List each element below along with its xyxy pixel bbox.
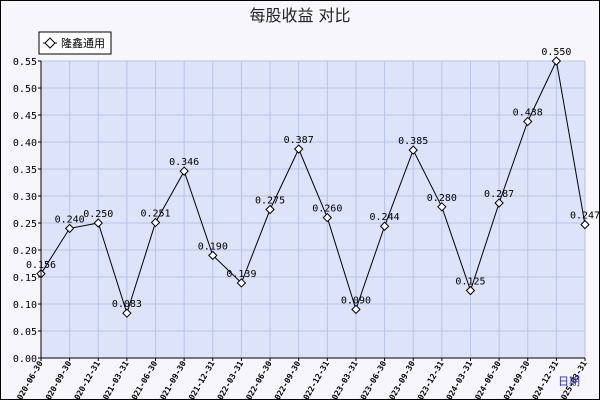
- x-tick-label: 2021-06-30: [127, 359, 159, 399]
- data-label: 0.240: [55, 214, 85, 225]
- series-line: [40, 59, 586, 315]
- y-tick-label: 0.30: [13, 192, 37, 203]
- data-point-marker: [93, 218, 103, 228]
- x-tick-label: 2023-09-30: [385, 359, 417, 399]
- data-point-marker: [236, 278, 247, 288]
- data-point-marker: [379, 221, 390, 231]
- y-tick-label: 0.10: [13, 300, 37, 311]
- y-tick-label: 0.55: [13, 57, 37, 68]
- x-tick-label: 2023-06-30: [356, 359, 388, 399]
- data-label: 0.550: [541, 47, 571, 58]
- data-label: 0.385: [398, 136, 428, 147]
- data-point-marker: [322, 212, 333, 223]
- data-label: 0.387: [284, 135, 314, 146]
- x-tick-label: 2024-06-30: [471, 359, 503, 399]
- y-tick-label: 0.25: [13, 219, 37, 230]
- x-tick-label: 2023-12-31: [414, 359, 446, 399]
- legend-label: 隆鑫通用: [61, 36, 105, 50]
- x-tick-label: 2020-12-31: [70, 359, 102, 399]
- data-label: 0.090: [341, 295, 371, 306]
- data-point-marker: [551, 56, 562, 66]
- legend-box: [38, 31, 112, 55]
- data-label: 0.438: [513, 107, 543, 118]
- x-tick-label: 2021-12-31: [185, 359, 217, 399]
- data-label: 0.251: [140, 208, 170, 219]
- y-tick-label: 0.20: [13, 246, 37, 257]
- data-point-marker: [580, 219, 590, 230]
- data-point-marker: [179, 166, 189, 176]
- x-tick-label: 2022-12-31: [299, 359, 331, 399]
- data-point-marker: [494, 198, 504, 208]
- data-point-marker: [465, 285, 476, 296]
- x-tick-label: 2024-12-31: [528, 359, 560, 399]
- data-labels: 0.1560.2400.2500.0830.2510.3460.1900.139…: [26, 47, 599, 310]
- x-tick-label: 2022-03-31: [213, 359, 245, 399]
- data-point-marker: [150, 217, 161, 228]
- y-axis-ticks: 0.00 0.05 0.10 0.15 0.20 0.25 0.30 0.35 0.40 0.45…: [13, 57, 41, 365]
- data-label: 0.280: [427, 193, 457, 204]
- x-tick-label: 2022-09-30: [271, 359, 303, 399]
- x-tick-label: 2024-09-30: [500, 359, 532, 399]
- data-label: 0.125: [455, 277, 485, 288]
- x-tick-label: 2024-03-31: [442, 359, 474, 399]
- data-label: 0.287: [484, 189, 514, 200]
- data-point-marker: [408, 145, 418, 155]
- data-point-marker: [293, 144, 304, 154]
- data-point-marker: [208, 250, 218, 261]
- data-label: 0.139: [226, 269, 256, 280]
- data-label: 0.260: [312, 204, 342, 215]
- data-point-marker: [265, 204, 275, 215]
- x-tick-label: 2023-03-31: [328, 359, 360, 399]
- data-label: 0.083: [112, 299, 142, 310]
- y-tick-label: 0.45: [13, 111, 37, 122]
- y-tick-label: 0.00: [13, 354, 37, 365]
- data-label: 0.346: [169, 157, 199, 168]
- data-label: 0.275: [255, 196, 285, 207]
- x-tick-label: 2021-09-30: [156, 359, 188, 399]
- x-tick-label: 2020-09-30: [41, 359, 73, 399]
- x-tick-label: 2022-06-30: [242, 359, 274, 399]
- data-label: 0.244: [370, 212, 400, 223]
- data-point-marker: [437, 202, 447, 212]
- chart-title: 每股收益 对比: [249, 6, 350, 25]
- y-tick-label: 0.40: [13, 138, 37, 149]
- y-tick-label: 0.15: [13, 273, 37, 284]
- data-label: 0.190: [198, 241, 228, 252]
- y-tick-label: 0.05: [13, 327, 37, 338]
- x-axis-label: 日期: [558, 375, 580, 388]
- data-point-marker: [64, 223, 75, 234]
- legend: 隆鑫通用: [38, 31, 112, 55]
- data-point-marker: [122, 308, 132, 318]
- data-point-marker: [351, 304, 361, 315]
- grid-lines: [40, 60, 586, 358]
- y-tick-label: 0.50: [13, 84, 37, 95]
- x-tick-label: 2020-06-30: [13, 359, 45, 399]
- x-axis-ticks: 2020-06-302020-09-302020-12-312021-03-31…: [13, 358, 589, 399]
- legend-marker-icon: [44, 37, 56, 49]
- data-point-marker: [523, 116, 533, 127]
- data-label: 0.247: [570, 211, 599, 222]
- data-label: 0.250: [83, 209, 113, 220]
- y-tick-label: 0.35: [13, 165, 37, 176]
- x-tick-label: 2021-03-31: [99, 359, 131, 399]
- plot-area: [41, 61, 585, 358]
